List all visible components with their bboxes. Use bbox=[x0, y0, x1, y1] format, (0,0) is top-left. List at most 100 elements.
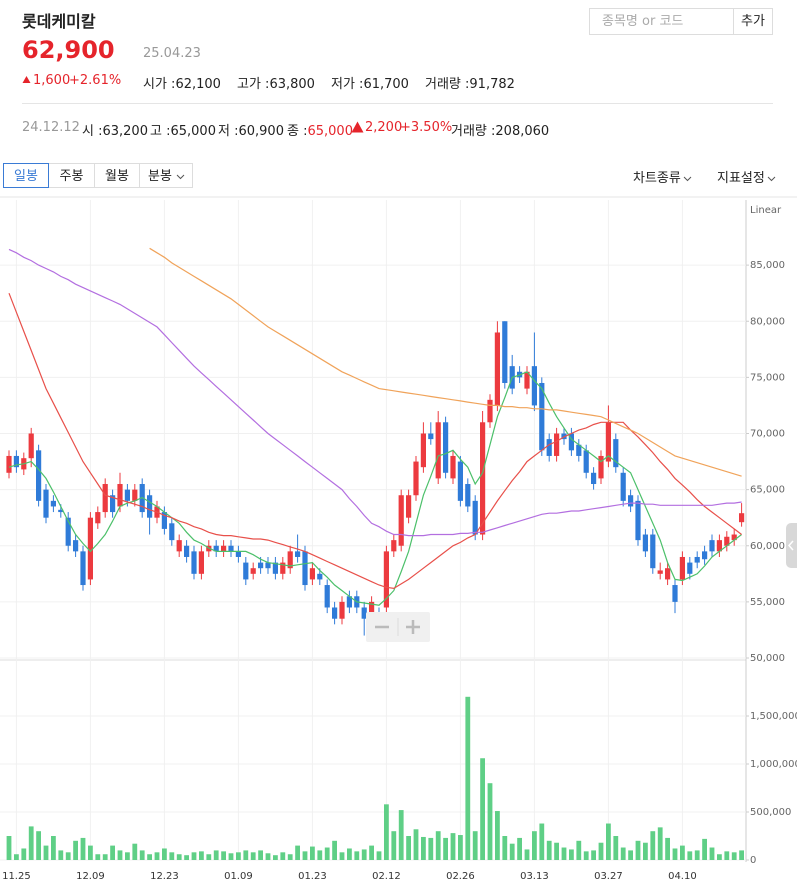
candle-body bbox=[650, 534, 656, 569]
candle-body bbox=[117, 484, 123, 507]
volume-bar bbox=[184, 855, 189, 860]
volume-bar bbox=[73, 840, 78, 860]
volume-bar bbox=[258, 850, 263, 860]
volume-bar bbox=[154, 852, 160, 860]
volume-bar bbox=[613, 836, 619, 860]
candle-body bbox=[13, 455, 19, 468]
stat-value: 91,782 bbox=[469, 77, 515, 92]
candle-body bbox=[598, 455, 604, 479]
volume-bar bbox=[680, 845, 685, 860]
day-volume: 거래량 :208,060 bbox=[451, 120, 549, 139]
volume-bar bbox=[51, 836, 56, 860]
y-tick-label: 500,000 bbox=[750, 807, 791, 818]
stat-label: 고가 : bbox=[237, 77, 270, 92]
stat: 시가 :62,100 bbox=[143, 73, 221, 92]
candle-body bbox=[539, 382, 545, 451]
volume-bar bbox=[554, 842, 559, 860]
volume-bar bbox=[28, 826, 34, 860]
candle-body bbox=[657, 570, 663, 574]
volume-bar bbox=[472, 831, 478, 860]
candle-body bbox=[317, 573, 323, 580]
tab-weekly[interactable]: 주봉 bbox=[48, 163, 95, 188]
volume-bar bbox=[117, 850, 123, 860]
volume-bar bbox=[139, 850, 145, 860]
item-value: 63,200 bbox=[102, 124, 148, 139]
stat-value: 63,800 bbox=[269, 77, 315, 92]
volume-bar bbox=[458, 835, 463, 860]
chart-type-menu[interactable]: 차트종류 bbox=[633, 167, 692, 186]
candle-body bbox=[250, 568, 256, 574]
candle-body bbox=[302, 551, 308, 586]
tab-monthly[interactable]: 월봉 bbox=[94, 163, 140, 188]
volume-bar bbox=[487, 783, 493, 860]
volume-bar bbox=[576, 840, 582, 860]
candle-body bbox=[702, 551, 708, 560]
volume-bar bbox=[21, 848, 27, 860]
moving-average-line bbox=[149, 247, 742, 477]
volume-bar bbox=[332, 840, 337, 860]
volume-bar bbox=[709, 847, 715, 860]
day-item: 저 :60,900 bbox=[218, 120, 284, 139]
volume-bar bbox=[509, 843, 515, 860]
candle-body bbox=[265, 562, 271, 569]
candle-body bbox=[398, 495, 404, 546]
stat: 거래량 :91,782 bbox=[425, 73, 515, 92]
volume-bar bbox=[561, 847, 567, 860]
candle-body bbox=[80, 551, 86, 586]
volume-bar bbox=[206, 854, 212, 860]
tab-daily[interactable]: 일봉 bbox=[3, 163, 49, 188]
chevron bbox=[767, 176, 776, 182]
volume-bar bbox=[717, 854, 722, 860]
volume-bar bbox=[221, 851, 226, 860]
side-handle[interactable] bbox=[786, 523, 797, 568]
candle-body bbox=[517, 371, 523, 378]
candle-body bbox=[413, 461, 419, 496]
x-tick-label: 12.09 bbox=[76, 871, 105, 882]
candle-body bbox=[406, 495, 412, 518]
candle-body bbox=[383, 551, 389, 608]
candle-body bbox=[494, 332, 500, 406]
search-input[interactable]: 종목명 or 코드 bbox=[589, 8, 734, 35]
candle-body bbox=[295, 551, 301, 557]
candle-body bbox=[576, 444, 582, 456]
candle-body bbox=[591, 472, 597, 485]
volume-bar bbox=[147, 854, 152, 860]
volume-bar bbox=[162, 848, 167, 860]
volume-bar bbox=[265, 853, 271, 860]
volume-bar bbox=[125, 852, 130, 860]
volume-bar bbox=[532, 831, 537, 860]
candle-body bbox=[198, 551, 204, 574]
candle-body bbox=[154, 506, 160, 518]
candle-body bbox=[346, 596, 352, 608]
change: 1,600 bbox=[33, 73, 71, 88]
zoom-control bbox=[366, 612, 430, 642]
item-value: 208,060 bbox=[495, 124, 550, 139]
volume-bar bbox=[406, 836, 411, 860]
stat-value: 61,700 bbox=[363, 77, 409, 92]
add-button[interactable]: 추가 bbox=[733, 8, 773, 35]
x-tick-label: 01.09 bbox=[224, 871, 253, 882]
item-label: 종 : bbox=[287, 124, 308, 139]
candle-body bbox=[391, 540, 397, 552]
candle-body bbox=[339, 601, 345, 619]
volume-bar bbox=[450, 833, 456, 860]
current-price: 62,900 bbox=[22, 36, 115, 64]
tab-minute[interactable]: 분봉 bbox=[139, 163, 193, 188]
volume-bar bbox=[6, 836, 12, 860]
zoom-in[interactable] bbox=[406, 620, 420, 634]
volume-bar bbox=[213, 850, 219, 860]
candle-body bbox=[21, 458, 27, 470]
volume-bar bbox=[228, 853, 234, 860]
volume-bar bbox=[428, 837, 434, 860]
x-tick-label: 02.26 bbox=[446, 871, 475, 882]
candle-body bbox=[95, 512, 101, 524]
volume-bar bbox=[273, 855, 278, 860]
indicator-menu[interactable]: 지표설정 bbox=[717, 167, 776, 186]
candle-body bbox=[332, 607, 338, 619]
volume-bar bbox=[110, 845, 115, 860]
y-tick-label: 1,000,000 bbox=[750, 759, 797, 770]
volume-bar bbox=[287, 854, 293, 860]
candle-body bbox=[487, 399, 493, 423]
volume-bar bbox=[435, 831, 441, 860]
divider bbox=[22, 103, 773, 104]
